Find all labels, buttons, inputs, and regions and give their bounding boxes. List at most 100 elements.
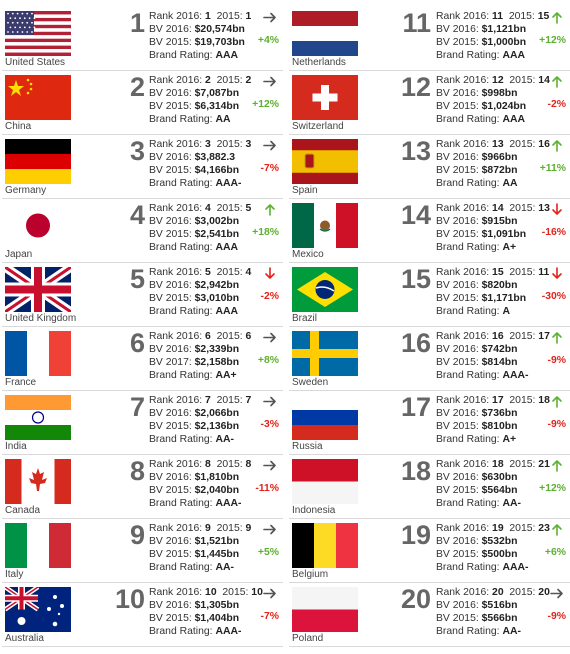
bv2015-label: BV 2015: xyxy=(149,549,192,560)
arrow-down-icon xyxy=(552,203,562,215)
bv2015-label: BV 2015: xyxy=(436,229,479,240)
rank-2016-label: Rank 2016: xyxy=(149,139,203,150)
switzerland-flag-icon xyxy=(292,75,358,120)
uk-flag-icon xyxy=(5,267,71,312)
bv2015-value: $500bn xyxy=(481,549,518,560)
country-entry-russia: Russia 17 Rank 2016: 17 2015: 18 BV 2016… xyxy=(289,391,570,455)
rating-row: Brand Rating: A+ xyxy=(436,433,550,446)
bv2016-row: BV 2016: $742bn xyxy=(436,343,550,356)
rating-row: Brand Rating: AA- xyxy=(436,625,550,638)
country-entry-sweden: Sweden 16 Rank 2016: 16 2015: 17 BV 2016… xyxy=(289,327,570,391)
bv2015-row: BV 2015: $2,040bn xyxy=(149,484,251,497)
rank-2016-label: Rank 2016: xyxy=(149,523,203,534)
rating-label: Brand Rating: xyxy=(436,178,500,189)
rank-2016-value: 14 xyxy=(492,203,504,214)
rating-row: Brand Rating: AAA xyxy=(149,49,251,62)
rank-2015-label: 2015: xyxy=(509,267,536,278)
country-name: United Kingdom xyxy=(5,313,77,324)
rank-2015-label: 2015: xyxy=(216,203,243,214)
rank-2016-label: Rank 2016: xyxy=(436,331,490,342)
rank-2016-value: 2 xyxy=(205,75,211,86)
rating-label: Brand Rating: xyxy=(149,114,213,125)
bv2015-value: $6,314bn xyxy=(194,101,240,112)
bv2016-value: $736bn xyxy=(481,408,518,419)
bv2016-value: $20,574bn xyxy=(194,24,245,35)
indonesia-flag-icon xyxy=(292,459,358,504)
bv2015-row: BV 2015: $810bn xyxy=(436,420,550,433)
rank-2015-label: 2015: xyxy=(509,587,536,598)
rank-2015-value: 23 xyxy=(538,523,550,534)
change-percent: -7% xyxy=(260,163,279,174)
change-percent: -16% xyxy=(541,227,566,238)
rank-2016-label: Rank 2016: xyxy=(149,331,203,342)
bv2015-value: $1,404bn xyxy=(194,613,240,624)
bv2015-value: $4,166bn xyxy=(194,165,240,176)
russia-flag-icon xyxy=(292,395,358,440)
rank-2016-label: Rank 2016: xyxy=(149,587,203,598)
bv2016-value: $7,087bn xyxy=(194,88,240,99)
rating-label: Brand Rating: xyxy=(149,178,213,189)
bv2015-label: BV 2015: xyxy=(436,613,479,624)
rank-2016-label: Rank 2016: xyxy=(436,523,490,534)
bv2016-value: $3,882.3 xyxy=(194,152,236,163)
arrow-right-icon xyxy=(263,396,276,407)
country-name: Netherlands xyxy=(292,57,346,68)
rating-value: AAA- xyxy=(502,562,529,573)
bv2016-label: BV 2016: xyxy=(436,280,479,291)
country-entry-indonesia: Indonesia 18 Rank 2016: 18 2015: 21 BV 2… xyxy=(289,455,570,519)
bv2016-label: BV 2016: xyxy=(436,344,479,355)
bv2016-row: BV 2016: $1,121bn xyxy=(436,23,549,36)
change-percent: +4% xyxy=(257,35,279,46)
rank-number: 12 xyxy=(400,72,431,102)
rank-2015-label: 2015: xyxy=(216,523,243,534)
country-entry-mexico: Mexico 14 Rank 2016: 14 2015: 13 BV 2016… xyxy=(289,199,570,263)
rank-row: Rank 2016: 8 2015: 8 xyxy=(149,458,251,471)
rating-label: Brand Rating: xyxy=(436,306,500,317)
rating-row: Brand Rating: AAA- xyxy=(149,497,251,510)
rating-label: Brand Rating: xyxy=(149,242,213,253)
country-name: Italy xyxy=(5,569,24,580)
bv2015-value: $1,445bn xyxy=(194,549,240,560)
rating-value: AAA xyxy=(215,306,238,317)
rank-row: Rank 2016: 2 2015: 2 xyxy=(149,74,251,87)
rating-row: Brand Rating: AAA xyxy=(149,241,251,254)
bv2016-label: BV 2016: xyxy=(436,152,479,163)
bv2016-label: BV 2016: xyxy=(436,408,479,419)
rank-number: 7 xyxy=(129,392,145,422)
rating-label: Brand Rating: xyxy=(149,50,213,61)
bv2015-row: BV 2015: $6,314bn xyxy=(149,100,251,113)
rating-value: A xyxy=(502,306,510,317)
rank-2015-value: 5 xyxy=(245,203,252,214)
bv2016-value: $998bn xyxy=(481,88,518,99)
rank-number: 16 xyxy=(400,328,431,358)
rank-row: Rank 2016: 14 2015: 13 xyxy=(436,202,550,215)
rank-row: Rank 2016: 20 2015: 20 xyxy=(436,586,550,599)
poland-flag-icon xyxy=(292,587,358,632)
entry-details: Rank 2016: 12 2015: 14 BV 2016: $998bn B… xyxy=(436,74,550,126)
rank-number: 9 xyxy=(129,520,145,550)
rank-2015-value: 3 xyxy=(245,139,252,150)
bv2015-row: BV 2015: $1,404bn xyxy=(149,612,263,625)
belgium-flag-icon xyxy=(292,523,358,568)
rank-number: 18 xyxy=(400,456,431,486)
bv2016-row: BV 2016: $966bn xyxy=(436,151,550,164)
country-name: Indonesia xyxy=(292,505,336,516)
bv2015-value: $1,171bn xyxy=(481,293,527,304)
rating-value: AA- xyxy=(215,434,234,445)
rating-value: AA xyxy=(215,114,231,125)
bv2015-value: $2,541bn xyxy=(194,229,240,240)
change-percent: +12% xyxy=(539,35,566,46)
bv2016-row: BV 2016: $736bn xyxy=(436,407,550,420)
rank-2015-value: 20 xyxy=(538,587,550,598)
rank-2015-label: 2015: xyxy=(216,395,243,406)
change-percent: +18% xyxy=(252,227,279,238)
rank-row: Rank 2016: 18 2015: 21 xyxy=(436,458,550,471)
rank-2015-label: 2015: xyxy=(508,11,535,22)
left-column: United States 1 Rank 2016: 1 2015: 1 BV … xyxy=(2,7,283,647)
bv2015-label: BV 2017: xyxy=(149,357,192,368)
rating-value: AAA- xyxy=(215,626,242,637)
country-name: Canada xyxy=(5,505,41,516)
rating-label: Brand Rating: xyxy=(436,562,500,573)
rank-2016-label: Rank 2016: xyxy=(436,395,490,406)
bv2016-value: $1,810bn xyxy=(194,472,240,483)
